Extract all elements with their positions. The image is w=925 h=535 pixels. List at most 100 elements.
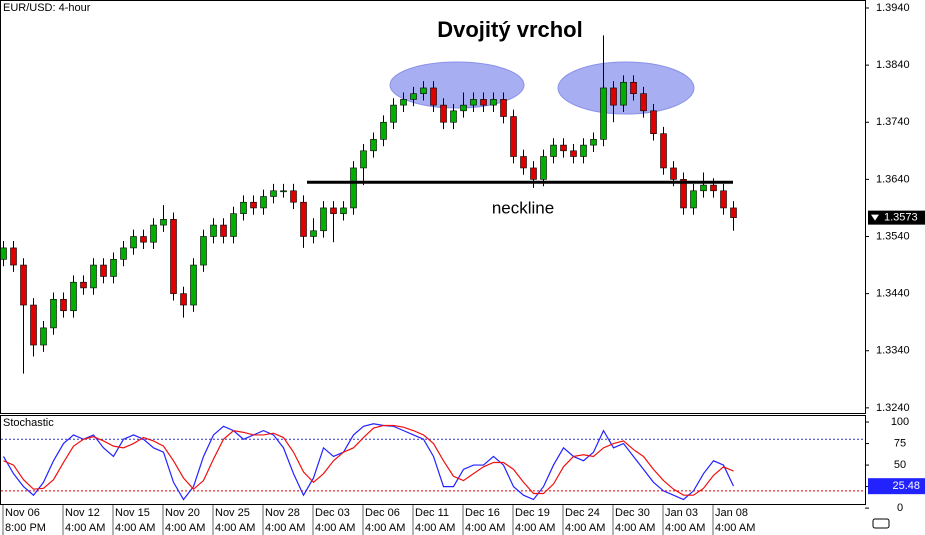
candle-body xyxy=(730,207,737,218)
candle-body xyxy=(90,264,97,289)
x-tick-label: Nov 25 xyxy=(215,507,250,519)
last-value-box xyxy=(868,478,925,495)
x-tick-label: Nov 20 xyxy=(165,507,200,519)
candle-body xyxy=(170,219,177,294)
x-tick-label: Dec 06 xyxy=(365,507,400,519)
annotation-title: Dvojitý vrchol xyxy=(437,17,582,42)
candle-body xyxy=(40,327,47,346)
stochastic-panel xyxy=(0,415,866,505)
candle-body xyxy=(480,99,487,106)
candle-body xyxy=(600,87,607,140)
candle-body xyxy=(110,259,117,277)
scale-icon[interactable] xyxy=(872,518,890,529)
y-tick-label: 75 xyxy=(894,437,906,449)
candle-body xyxy=(470,99,477,106)
candle-body xyxy=(130,236,137,249)
x-tick-label: 8:00 PM xyxy=(5,522,46,534)
candle-body xyxy=(670,167,677,180)
candle-body xyxy=(200,236,207,266)
candle-body xyxy=(210,224,217,237)
x-tick-label: 4:00 AM xyxy=(365,522,405,534)
candle-body xyxy=(380,121,387,140)
candle-body xyxy=(520,156,527,169)
candle-body xyxy=(650,110,657,134)
x-tick-label: Dec 16 xyxy=(465,507,500,519)
candle-body xyxy=(680,179,687,209)
price-panel xyxy=(0,0,866,414)
neckline-label: neckline xyxy=(492,199,554,218)
candle-body xyxy=(260,196,267,209)
candle-body xyxy=(20,264,27,306)
x-tick-label: 4:00 AM xyxy=(565,522,605,534)
candle-body xyxy=(60,299,67,312)
candle-body xyxy=(150,224,157,243)
candle-body xyxy=(630,81,637,94)
y-tick-label: 1.3440 xyxy=(876,288,910,300)
candle-body xyxy=(360,150,367,169)
y-tick-label: 0 xyxy=(897,502,903,514)
last-price: 1.3573 xyxy=(884,212,918,224)
stochastic-line xyxy=(3,424,734,496)
candle-body xyxy=(400,99,407,106)
x-tick-label: 4:00 AM xyxy=(265,522,305,534)
candle-body xyxy=(540,156,547,180)
candle-body xyxy=(720,190,727,209)
candle-body xyxy=(180,293,187,306)
y-tick-label: 1.3640 xyxy=(876,173,910,185)
candle-body xyxy=(10,247,17,266)
candle-body xyxy=(340,207,347,214)
x-tick-label: Dec 24 xyxy=(565,507,600,519)
x-tick-label: 4:00 AM xyxy=(115,522,155,534)
y-tick-label: 100 xyxy=(891,416,909,428)
candle-body xyxy=(70,281,77,312)
x-tick-label: 4:00 AM xyxy=(465,522,505,534)
candle-body xyxy=(0,247,7,260)
x-tick-label: 4:00 AM xyxy=(715,522,755,534)
x-tick-label: Dec 11 xyxy=(415,507,449,519)
y-tick-label: 1.3540 xyxy=(876,230,910,242)
candle-body xyxy=(330,207,337,214)
candle-body xyxy=(500,99,507,117)
x-tick-label: 4:00 AM xyxy=(415,522,455,534)
x-tick-label: Nov 06 xyxy=(5,507,40,519)
candle-body xyxy=(560,144,567,152)
candle-body xyxy=(590,139,597,146)
candle-body xyxy=(270,190,277,197)
candle-body xyxy=(580,144,587,157)
candle-body xyxy=(690,190,697,209)
x-tick-label: Dec 03 xyxy=(315,507,350,519)
candle-body xyxy=(160,219,167,226)
candle-body xyxy=(370,139,377,152)
candle-body xyxy=(230,213,237,237)
y-tick-label: 1.3240 xyxy=(876,402,910,414)
candle-body xyxy=(50,299,57,329)
y-tick-label: 1.3340 xyxy=(876,345,910,357)
candle-body xyxy=(700,184,707,192)
candle-body xyxy=(300,201,307,237)
x-tick-label: Nov 12 xyxy=(65,507,100,519)
y-tick-label: 50 xyxy=(894,459,906,471)
y-tick-label: 1.3740 xyxy=(876,116,910,128)
stochastic-line xyxy=(2,423,735,501)
candle-body xyxy=(550,144,557,157)
last-value: 25.48 xyxy=(892,480,920,492)
candle-body xyxy=(190,264,197,306)
candle-body xyxy=(640,93,647,112)
candle-body xyxy=(570,150,577,157)
candle-body xyxy=(440,104,447,123)
candle-body xyxy=(620,81,627,106)
candle-body xyxy=(510,116,517,157)
y-tick-label: 1.3940 xyxy=(876,2,910,14)
candle-body xyxy=(280,190,287,193)
x-tick-label: 4:00 AM xyxy=(665,522,705,534)
candle-body xyxy=(220,224,227,237)
candle-body xyxy=(120,247,127,260)
candle-body xyxy=(310,230,317,237)
candle-body xyxy=(80,281,87,289)
x-tick-label: Jan 08 xyxy=(715,507,748,519)
candle-body xyxy=(30,304,37,346)
candle-body xyxy=(710,184,717,192)
candle-body xyxy=(430,87,437,106)
